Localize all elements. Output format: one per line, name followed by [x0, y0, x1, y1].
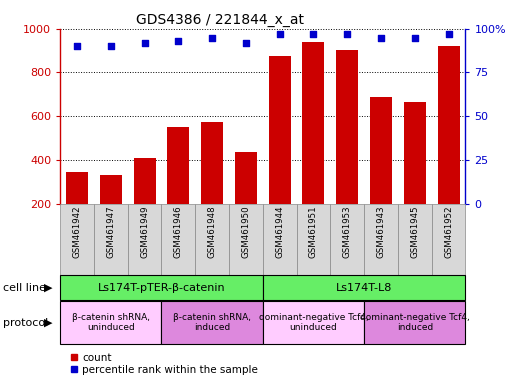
- Point: [445, 31, 453, 37]
- Bar: [404, 102, 426, 247]
- Bar: [167, 127, 189, 247]
- Text: GSM461942: GSM461942: [73, 206, 82, 258]
- Bar: [370, 96, 392, 247]
- Text: Ls174T-pTER-β-catenin: Ls174T-pTER-β-catenin: [98, 283, 225, 293]
- Bar: [364, 301, 465, 344]
- Bar: [336, 50, 358, 247]
- Text: GSM461952: GSM461952: [444, 206, 453, 258]
- Text: β-catenin shRNA,
uninduced: β-catenin shRNA, uninduced: [72, 313, 150, 332]
- Text: dominant-negative Tcf4,
induced: dominant-negative Tcf4, induced: [360, 313, 470, 332]
- Bar: [201, 122, 223, 247]
- Text: GSM461953: GSM461953: [343, 206, 352, 258]
- Point: [208, 35, 217, 41]
- Bar: [398, 204, 431, 275]
- Bar: [229, 204, 263, 275]
- Text: GSM461949: GSM461949: [140, 206, 149, 258]
- Point: [73, 43, 81, 49]
- Point: [107, 43, 115, 49]
- Bar: [431, 204, 465, 275]
- Bar: [263, 301, 364, 344]
- Bar: [235, 152, 257, 247]
- Bar: [66, 172, 88, 247]
- Bar: [100, 175, 122, 247]
- Text: GSM461945: GSM461945: [411, 206, 419, 258]
- Bar: [269, 56, 291, 247]
- Point: [343, 31, 351, 37]
- Text: GSM461946: GSM461946: [174, 206, 183, 258]
- Text: protocol: protocol: [3, 318, 48, 328]
- Text: GSM461951: GSM461951: [309, 206, 318, 258]
- Text: GSM461947: GSM461947: [106, 206, 115, 258]
- Bar: [133, 158, 155, 247]
- Bar: [302, 42, 324, 247]
- Text: dominant-negative Tcf4,
uninduced: dominant-negative Tcf4, uninduced: [258, 313, 368, 332]
- Legend: count, percentile rank within the sample: count, percentile rank within the sample: [65, 348, 262, 379]
- Bar: [128, 204, 162, 275]
- Bar: [438, 46, 460, 247]
- Bar: [94, 204, 128, 275]
- Point: [411, 35, 419, 41]
- Text: β-catenin shRNA,
induced: β-catenin shRNA, induced: [173, 313, 251, 332]
- Text: cell line: cell line: [3, 283, 46, 293]
- Point: [140, 40, 149, 46]
- Point: [174, 38, 183, 44]
- Text: ▶: ▶: [44, 283, 53, 293]
- Text: GSM461943: GSM461943: [377, 206, 385, 258]
- Bar: [263, 275, 465, 300]
- Point: [276, 31, 284, 37]
- Point: [242, 40, 250, 46]
- Bar: [60, 275, 263, 300]
- Bar: [60, 301, 162, 344]
- Bar: [162, 204, 195, 275]
- Text: GSM461944: GSM461944: [275, 206, 284, 258]
- Point: [377, 35, 385, 41]
- Bar: [297, 204, 331, 275]
- Bar: [162, 301, 263, 344]
- Bar: [263, 204, 297, 275]
- Text: ▶: ▶: [44, 318, 53, 328]
- Bar: [60, 204, 94, 275]
- Text: GSM461948: GSM461948: [208, 206, 217, 258]
- Text: Ls174T-L8: Ls174T-L8: [336, 283, 392, 293]
- Bar: [364, 204, 398, 275]
- Text: GDS4386 / 221844_x_at: GDS4386 / 221844_x_at: [135, 13, 304, 27]
- Bar: [195, 204, 229, 275]
- Bar: [331, 204, 364, 275]
- Text: GSM461950: GSM461950: [242, 206, 251, 258]
- Point: [309, 31, 317, 37]
